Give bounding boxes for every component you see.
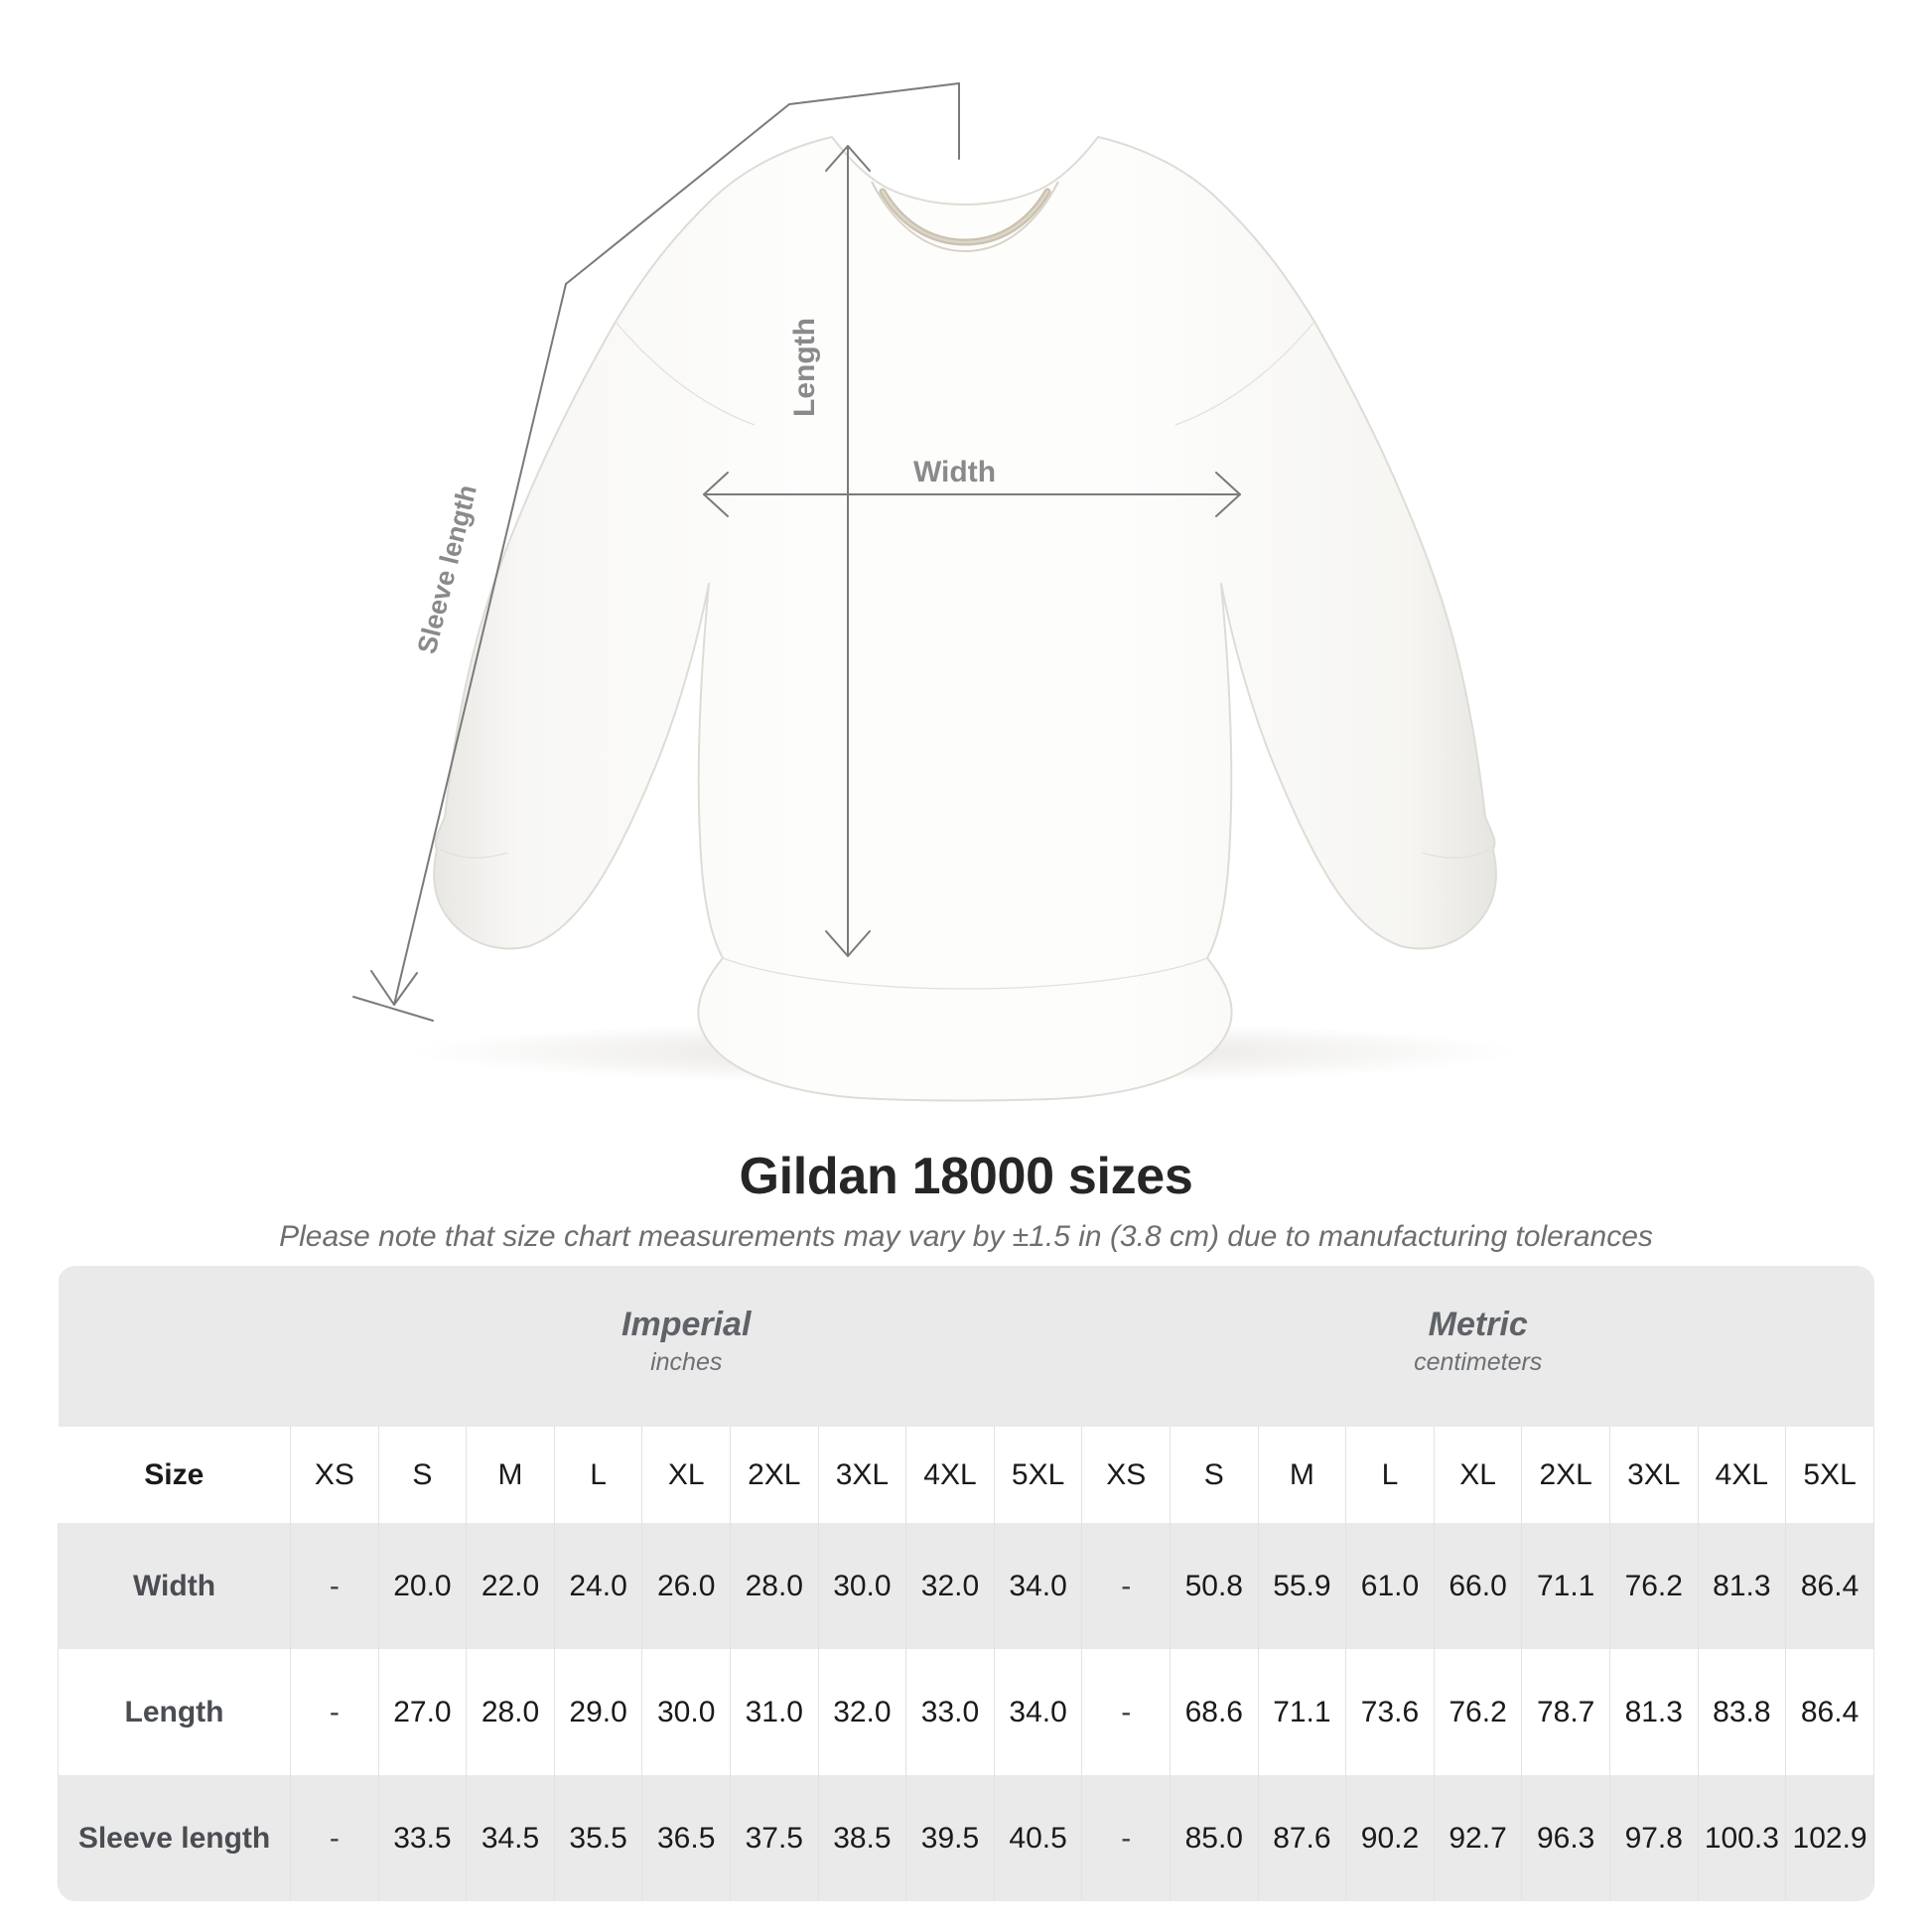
svg-text:Sleeve length: Sleeve length	[412, 482, 483, 656]
svg-text:Width: Width	[913, 456, 996, 488]
svg-text:Length: Length	[788, 318, 821, 417]
